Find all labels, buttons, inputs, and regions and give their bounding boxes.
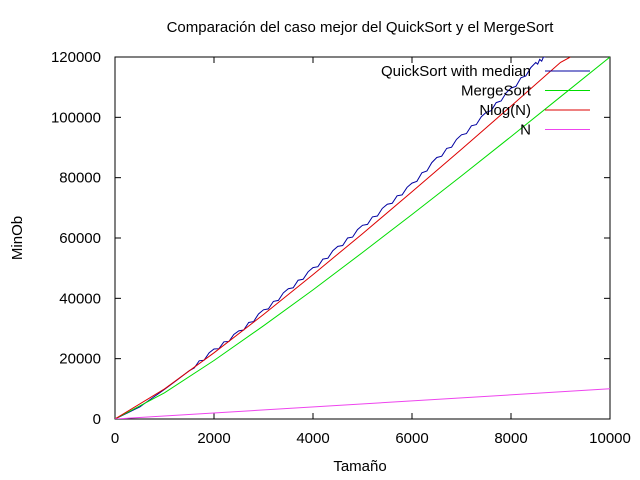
x-tick-label: 10000 [589, 430, 631, 447]
y-tick-label: 100000 [51, 109, 101, 126]
x-tick-label: 4000 [296, 430, 329, 447]
y-tick-label: 0 [93, 411, 101, 428]
y-axis-label: MinOb [9, 216, 26, 260]
x-tick-label: 8000 [494, 430, 527, 447]
series-line-1 [115, 57, 610, 419]
x-tick-label: 2000 [197, 430, 230, 447]
y-tick-label: 20000 [59, 351, 101, 368]
x-axis-label: Tamaño [333, 458, 386, 475]
y-tick-label: 40000 [59, 290, 101, 307]
legend-label: N [520, 122, 531, 139]
series-line-3 [115, 388, 610, 419]
y-tick-label: 60000 [59, 230, 101, 247]
plot-frame [114, 56, 611, 420]
legend-label: Nlog(N) [479, 102, 531, 119]
x-tick-label: 6000 [395, 430, 428, 447]
axes: 0 2000 4000 6000 8000 10000020000400006000080… [51, 49, 631, 447]
x-tick-label: 0 [111, 430, 119, 447]
chart-title: Comparación del caso mejor del QuickSort… [167, 19, 555, 36]
legend: QuickSort with median MergeSort Nlog(N) N [381, 63, 590, 139]
y-tick-label: 120000 [51, 49, 101, 66]
y-tick-label: 80000 [59, 170, 101, 187]
series-line-2 [115, 57, 571, 419]
legend-label: MergeSort [461, 83, 532, 100]
legend-label: QuickSort with median [381, 63, 531, 80]
series-group [115, 57, 610, 419]
